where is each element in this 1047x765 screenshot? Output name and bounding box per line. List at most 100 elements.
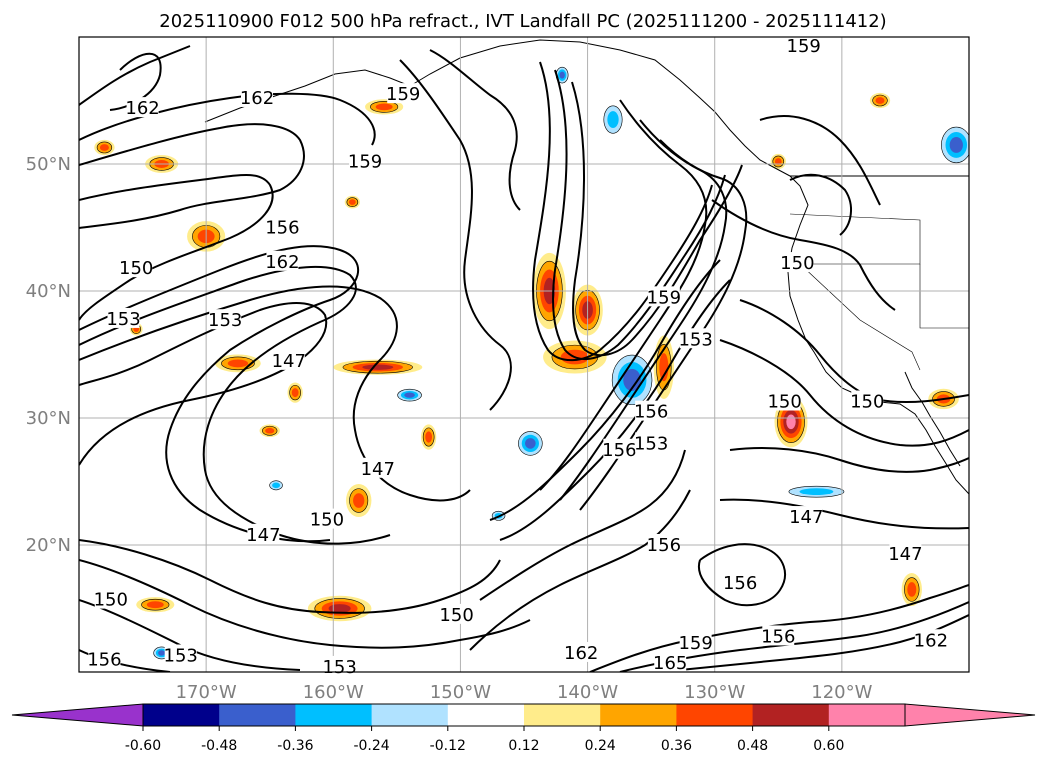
contour-label: 147: [789, 506, 823, 528]
ivt-shaded-region: [287, 382, 303, 403]
ivt-shaded-region: [600, 100, 626, 139]
contour-label-bg: [790, 506, 823, 527]
contour-label: 156: [723, 572, 757, 594]
ivt-shade-level: [559, 71, 565, 79]
ivt-shade-level: [607, 111, 619, 129]
y-tick-label: 30°N: [26, 408, 71, 429]
contour-label: 153: [322, 655, 357, 678]
contour-line: [79, 45, 191, 106]
contour-line: [729, 447, 969, 473]
contour-label-bg: [889, 542, 922, 563]
contour-label: 156: [87, 648, 122, 670]
colorbar-swatch: [143, 704, 220, 726]
contour-label-text: 165: [653, 653, 687, 674]
colorbar-tick-label: 0.12: [508, 738, 539, 754]
colorbar-tick-label: 0.36: [661, 738, 692, 754]
ivt-shade-level: [786, 414, 796, 430]
colorbar-swatch: [219, 704, 296, 726]
contour-label-bg: [654, 652, 687, 673]
contour-label: 162: [240, 86, 274, 109]
contour-label-bg: [647, 286, 680, 307]
colorbar-extend-above: [904, 703, 1036, 727]
ivt-shade-level: [875, 97, 885, 104]
x-tick-label: 140°W: [557, 682, 618, 703]
ivt-shade-level: [362, 364, 394, 370]
ivt-shade-level: [375, 103, 393, 111]
x-tick-label: 120°W: [811, 682, 872, 703]
contour-line: [79, 123, 305, 229]
contour-label-text: 156: [647, 535, 681, 556]
contour-label-bg: [565, 641, 598, 662]
contour-label-bg: [323, 655, 356, 676]
ivt-shaded-region: [346, 484, 372, 518]
contour-label-text: 156: [761, 626, 795, 647]
ivt-shaded-region: [606, 348, 658, 412]
colorbar: -0.60 -0.48 -0.36 -0.24 -0.12 0.12 0.24 0.36 0.4…: [11, 703, 1036, 754]
contour-label-text: 159: [386, 84, 420, 105]
contour-label: 153: [164, 644, 198, 666]
contour-line: [79, 559, 531, 649]
contour-label: 150: [439, 603, 474, 626]
ivt-shaded-region: [515, 428, 546, 459]
contour-label-bg: [164, 644, 197, 665]
contour-label-text: 156: [634, 402, 668, 423]
colorbar-tick-label: -0.48: [201, 738, 237, 754]
x-tick-label: 150°W: [430, 682, 491, 703]
colorbar-swatch: [600, 704, 677, 726]
y-tick-label: 50°N: [26, 154, 71, 175]
colorbar-tick-label: -0.24: [353, 738, 389, 754]
contour-label-bg: [272, 349, 305, 370]
ivt-shade-level: [623, 368, 641, 391]
ivt-shade-level: [404, 392, 415, 398]
contour-label: 147: [361, 457, 395, 480]
contour-label: 150: [780, 252, 815, 274]
colorbar-swatch: [828, 704, 906, 726]
colorbar-swatch: [295, 704, 373, 726]
state-border-1: [789, 213, 921, 265]
ivt-shaded-region: [937, 122, 969, 168]
contour-label: 153: [634, 432, 668, 454]
contour-label-bg: [768, 390, 801, 411]
ivt-shaded-region: [344, 195, 360, 209]
contour-label-bg: [349, 150, 382, 171]
contour-label-text: 147: [272, 351, 306, 372]
contour-label-bg: [266, 216, 299, 237]
contour-label: 162: [914, 629, 948, 651]
colorbar-swatch: [447, 704, 525, 726]
contour-label: 156: [761, 625, 795, 647]
contour-label-text: 153: [634, 433, 668, 454]
colorbar-swatch: [752, 704, 830, 726]
ivt-shade-level: [659, 353, 669, 382]
contour-label-text: 147: [361, 459, 395, 480]
ivt-shaded-region: [770, 153, 786, 170]
contour-label: 159: [678, 631, 713, 654]
contour-line: [719, 339, 969, 447]
ivt-shade-level: [291, 388, 299, 398]
contour-line: [789, 173, 852, 236]
contour-label-bg: [635, 400, 668, 421]
colorbar-extend-below: [11, 703, 144, 727]
ivt-shade-level: [272, 482, 281, 489]
ivt-shade-level: [265, 427, 275, 434]
contour-label-bg: [762, 625, 795, 646]
ivt-shade-level: [799, 488, 834, 496]
contour-label-bg: [781, 252, 814, 273]
colorbar-swatch: [371, 704, 449, 726]
contour-label: 153: [208, 309, 242, 331]
contour-label: 156: [647, 534, 681, 556]
ivt-shaded-region: [778, 484, 855, 500]
contour-line: [79, 539, 501, 614]
contour-label: 162: [564, 641, 598, 664]
map-background: [79, 37, 969, 672]
contour-label-bg: [724, 572, 757, 593]
contour-line: [532, 61, 713, 362]
contour-label-text: 150: [310, 510, 344, 531]
contour-label-bg: [88, 648, 121, 669]
contour-label: 162: [125, 97, 160, 119]
contour-label-text: 150: [439, 605, 473, 626]
north-america-coastline: [787, 175, 969, 495]
contour-label-text: 150: [94, 590, 128, 611]
y-tick-label: 20°N: [26, 535, 71, 556]
ivt-shaded-region: [869, 92, 891, 109]
